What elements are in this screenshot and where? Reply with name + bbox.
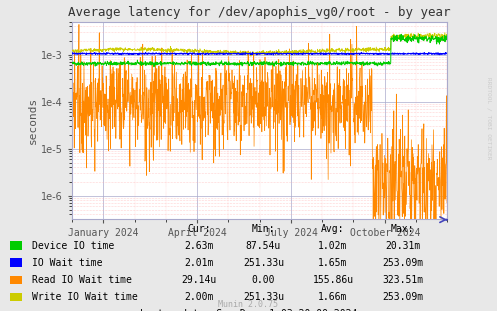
Text: 253.09m: 253.09m — [382, 258, 423, 268]
Text: Read IO Wait time: Read IO Wait time — [32, 275, 132, 285]
Text: Cur:: Cur: — [187, 224, 211, 234]
Title: Average latency for /dev/apophis_vg0/root - by year: Average latency for /dev/apophis_vg0/roo… — [69, 6, 451, 19]
Text: RRDTOOL / TOBI OETIKER: RRDTOOL / TOBI OETIKER — [486, 77, 491, 160]
Text: 0.00: 0.00 — [251, 275, 275, 285]
Y-axis label: seconds: seconds — [28, 97, 38, 144]
Text: 2.00m: 2.00m — [184, 292, 214, 302]
Text: Device IO time: Device IO time — [32, 241, 114, 251]
Text: Munin 2.0.75: Munin 2.0.75 — [219, 300, 278, 309]
Text: Max:: Max: — [391, 224, 414, 234]
Text: 2.01m: 2.01m — [184, 258, 214, 268]
Text: Last update: Sun Dec  1 03:20:00 2024: Last update: Sun Dec 1 03:20:00 2024 — [140, 309, 357, 311]
Text: 1.65m: 1.65m — [318, 258, 348, 268]
Text: 1.02m: 1.02m — [318, 241, 348, 251]
Text: 20.31m: 20.31m — [385, 241, 420, 251]
Text: 323.51m: 323.51m — [382, 275, 423, 285]
Text: 253.09m: 253.09m — [382, 292, 423, 302]
Text: 155.86u: 155.86u — [313, 275, 353, 285]
Text: Avg:: Avg: — [321, 224, 345, 234]
Text: 29.14u: 29.14u — [181, 275, 216, 285]
Text: 1.66m: 1.66m — [318, 292, 348, 302]
Text: IO Wait time: IO Wait time — [32, 258, 103, 268]
Text: Write IO Wait time: Write IO Wait time — [32, 292, 138, 302]
Text: 251.33u: 251.33u — [243, 292, 284, 302]
Text: Min:: Min: — [251, 224, 275, 234]
Text: 87.54u: 87.54u — [246, 241, 281, 251]
Text: 2.63m: 2.63m — [184, 241, 214, 251]
Text: 251.33u: 251.33u — [243, 258, 284, 268]
